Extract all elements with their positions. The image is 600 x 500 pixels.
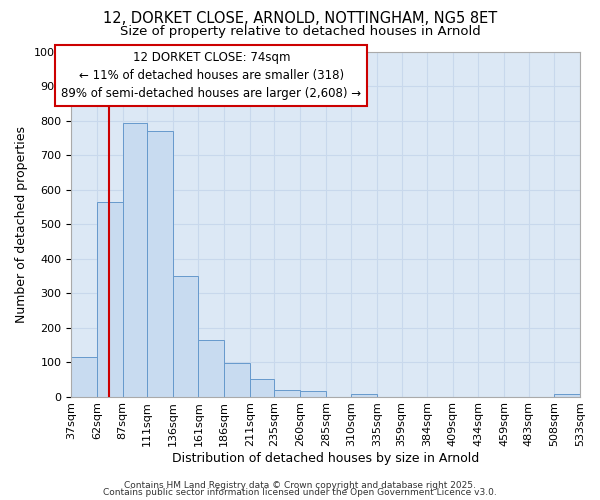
Bar — [300, 392, 326, 396]
Text: 12, DORKET CLOSE, ARNOLD, NOTTINGHAM, NG5 8ET: 12, DORKET CLOSE, ARNOLD, NOTTINGHAM, NG… — [103, 11, 497, 26]
Bar — [173, 276, 199, 396]
Text: Contains public sector information licensed under the Open Government Licence v3: Contains public sector information licen… — [103, 488, 497, 497]
Y-axis label: Number of detached properties: Number of detached properties — [15, 126, 28, 322]
Text: 12 DORKET CLOSE: 74sqm
← 11% of detached houses are smaller (318)
89% of semi-de: 12 DORKET CLOSE: 74sqm ← 11% of detached… — [61, 51, 361, 100]
Bar — [250, 378, 274, 396]
X-axis label: Distribution of detached houses by size in Arnold: Distribution of detached houses by size … — [172, 452, 479, 465]
Bar — [224, 363, 250, 396]
Bar — [351, 394, 377, 396]
Bar — [554, 394, 580, 396]
Bar — [97, 202, 122, 396]
Text: Contains HM Land Registry data © Crown copyright and database right 2025.: Contains HM Land Registry data © Crown c… — [124, 481, 476, 490]
Bar — [147, 131, 173, 396]
Bar — [122, 123, 147, 396]
Bar — [199, 340, 224, 396]
Bar — [274, 390, 300, 396]
Bar — [71, 357, 97, 397]
Text: Size of property relative to detached houses in Arnold: Size of property relative to detached ho… — [119, 25, 481, 38]
